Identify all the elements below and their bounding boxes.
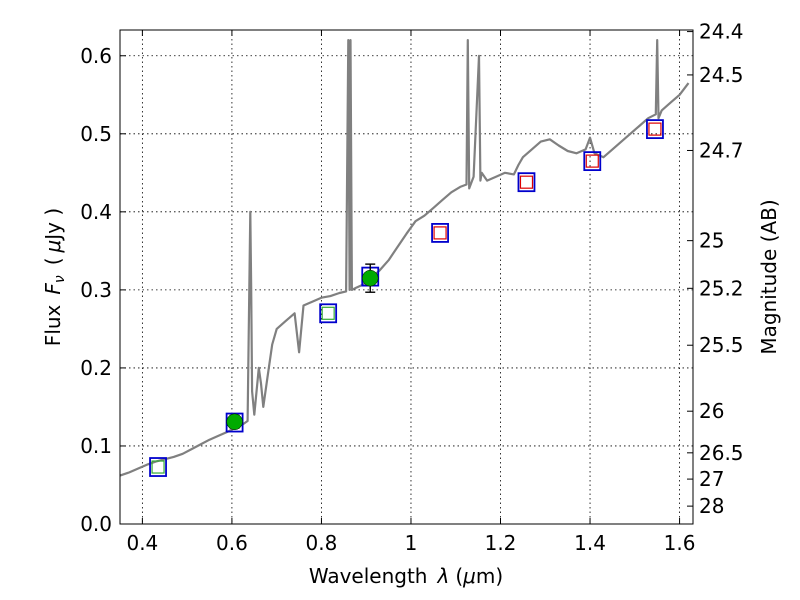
- x-tick-label: 1.2: [485, 531, 517, 555]
- y2-tick-label: 27: [699, 467, 724, 491]
- y2-axis-label: Magnitude (AB): [757, 199, 781, 354]
- x-tick-label: 0.8: [306, 531, 338, 555]
- y-axis-label: FluxFν(μJy ): [41, 208, 68, 346]
- y-tick-label: 0.4: [80, 200, 112, 224]
- y2-tick-label: 24.4: [699, 20, 744, 44]
- x-tick-label: 1: [405, 531, 418, 555]
- y2-tick-label: 24.5: [699, 63, 744, 87]
- observed-point: [226, 413, 243, 431]
- y2-tick-label: 25: [699, 229, 724, 253]
- y2-tick-label: 26.5: [699, 441, 744, 465]
- y2-tick-label: 28: [699, 494, 724, 518]
- tick-layer: 0.4 0.6 0.8 1 1.2 1.4 1.6 0.0 0.1 0.2 0.3 0.4 0.5 0.6…: [80, 20, 743, 555]
- grid-layer: [120, 30, 693, 525]
- y-tick-label: 0.6: [80, 44, 112, 68]
- y2-tick-label: 25.2: [699, 276, 744, 300]
- model-band-square-green: [151, 460, 165, 474]
- y2-tick-label: 26: [699, 399, 724, 423]
- x-tick-label: 0.6: [216, 531, 248, 555]
- y2-tick-label: 25.5: [699, 333, 744, 357]
- y-tick-label: 0.3: [80, 278, 112, 302]
- y2-tick-label: 24.7: [699, 138, 744, 162]
- model-band-square-blue: [583, 151, 602, 172]
- model-band-square-blue: [319, 303, 338, 324]
- x-axis-label: Wavelength λ (μm): [309, 564, 503, 588]
- y-tick-label: 0.1: [80, 434, 112, 458]
- model-band-square-blue: [646, 119, 664, 140]
- y-tick-label: 0.2: [80, 356, 112, 380]
- model-band-square-green: [321, 306, 335, 320]
- model-band-square-blue: [431, 223, 449, 243]
- model-spectrum-line: [120, 38, 690, 477]
- model-band-square-red: [585, 154, 599, 168]
- x-tick-label: 1.4: [574, 531, 606, 555]
- model-band-square-red: [519, 175, 534, 189]
- y-tick-label: 0.5: [80, 122, 112, 146]
- y-tick-label: 0.0: [80, 512, 112, 536]
- observed-point: [361, 269, 379, 287]
- marker-layer: [149, 119, 664, 477]
- plot-frame: [119, 29, 694, 525]
- model-band-square-blue: [517, 172, 536, 193]
- model-band-square-blue: [149, 457, 167, 477]
- x-tick-label: 1.6: [664, 531, 696, 555]
- model-band-square-red: [433, 226, 447, 240]
- x-tick-label: 0.4: [126, 531, 158, 555]
- spectrum-layer: [120, 38, 690, 477]
- model-band-square-red: [648, 122, 662, 136]
